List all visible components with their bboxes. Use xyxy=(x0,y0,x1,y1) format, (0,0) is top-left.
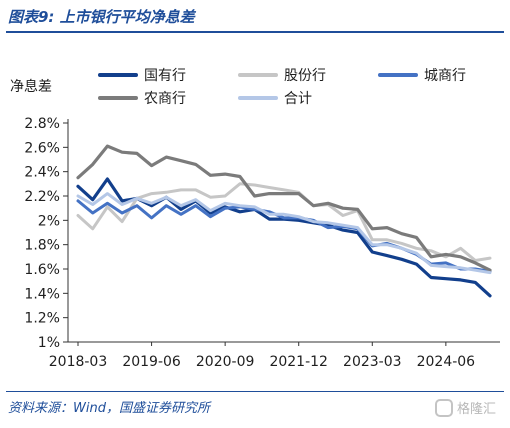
y-tick-label: 2.4% xyxy=(24,165,60,181)
y-tick-label: 2% xyxy=(38,213,60,229)
legend-label: 农商行 xyxy=(144,91,186,107)
source-note: 资料来源：Wind，国盛证券研究所 xyxy=(8,401,210,416)
y-tick-label: 1.2% xyxy=(24,311,60,327)
y-tick-label: 1.6% xyxy=(24,262,60,278)
legend-label: 股份行 xyxy=(284,68,326,84)
legend-label: 城商行 xyxy=(424,68,466,84)
series-line-股份行 xyxy=(76,182,492,262)
x-tick-label: 2021-12 xyxy=(269,354,328,370)
title-rule xyxy=(6,31,504,33)
x-tick-label: 2024-06 xyxy=(417,354,476,370)
legend-label: 国有行 xyxy=(144,68,186,84)
figure-title: 图表9: 上市银行平均净息差 xyxy=(8,8,195,26)
source-rule xyxy=(6,391,504,392)
series-line-城商行 xyxy=(76,199,492,273)
legend-label: 合计 xyxy=(284,91,312,107)
chart-svg: 1% 1.2% 1.4% 1.6% 1.8% 2% 2.2% 2.4% 2.6% 2.8% 2018… xyxy=(24,68,500,370)
watermark-logo-icon xyxy=(434,398,453,417)
x-tick-label: 2018-03 xyxy=(49,354,108,370)
series-line-农商行 xyxy=(76,144,492,272)
y-tick-label: 2.6% xyxy=(24,140,60,156)
x-tick-label: 2019-06 xyxy=(122,354,181,370)
y-axis-unit-label: 净息差 xyxy=(10,79,52,95)
x-tick-label: 2020-09 xyxy=(196,354,255,370)
y-tick-label: 1% xyxy=(38,335,60,351)
y-tick-label: 1.8% xyxy=(24,238,60,254)
watermark-text: 格隆汇 xyxy=(456,402,496,417)
y-tick-label: 1.4% xyxy=(24,286,60,302)
watermark: 格隆汇 xyxy=(434,398,496,417)
series-line-合计 xyxy=(76,192,492,275)
y-tick-label: 2.8% xyxy=(24,116,60,132)
y-tick-label: 2.2% xyxy=(24,189,60,205)
x-tick-label: 2023-03 xyxy=(343,354,402,370)
